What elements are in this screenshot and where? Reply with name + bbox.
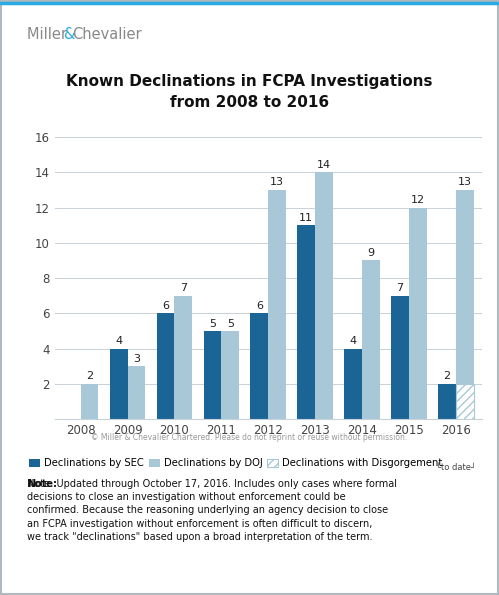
Text: 13: 13 [458,177,472,187]
Text: 6: 6 [162,301,169,311]
Bar [438,384,456,419]
Text: 12: 12 [411,195,425,205]
Bar [315,172,333,419]
Bar [250,314,268,419]
Text: 3: 3 [133,354,140,364]
Bar [456,190,474,419]
Bar [110,349,128,419]
Bar [297,225,315,419]
Text: └to date┘: └to date┘ [436,464,476,472]
Bar [456,384,474,419]
Text: 5: 5 [209,318,216,328]
Bar [362,261,380,419]
Bar [222,331,239,419]
Text: Miller: Miller [27,27,72,42]
Text: 13: 13 [270,177,284,187]
Text: 4: 4 [349,336,357,346]
Bar [391,296,409,419]
Text: Note: Updated through October 17, 2016. Includes only cases where formal
decisio: Note: Updated through October 17, 2016. … [27,479,397,542]
Legend: Declinations by SEC, Declinations by DOJ, Declinations with Disgorgement: Declinations by SEC, Declinations by DOJ… [25,454,447,472]
Text: &: & [63,27,75,42]
Text: 9: 9 [367,248,374,258]
Text: 7: 7 [396,283,404,293]
Text: 14: 14 [317,159,331,170]
Text: Note:: Note: [27,479,57,489]
Bar [409,208,427,419]
Text: Chevalier: Chevalier [72,27,142,42]
Bar [157,314,175,419]
Text: 2: 2 [443,371,451,381]
Bar [344,349,362,419]
Text: 5: 5 [227,318,234,328]
Bar [128,367,145,419]
Text: 4: 4 [115,336,122,346]
Text: 7: 7 [180,283,187,293]
Bar [81,384,98,419]
Text: © Miller & Chevalier Chartered. Please do not reprint or reuse without permissio: © Miller & Chevalier Chartered. Please d… [91,433,408,442]
Text: Known Declinations in FCPA Investigations
from 2008 to 2016: Known Declinations in FCPA Investigation… [66,74,433,110]
Bar [204,331,222,419]
Bar [175,296,192,419]
Text: 6: 6 [256,301,263,311]
Text: 2: 2 [86,371,93,381]
Text: 11: 11 [299,212,313,223]
Bar [268,190,286,419]
